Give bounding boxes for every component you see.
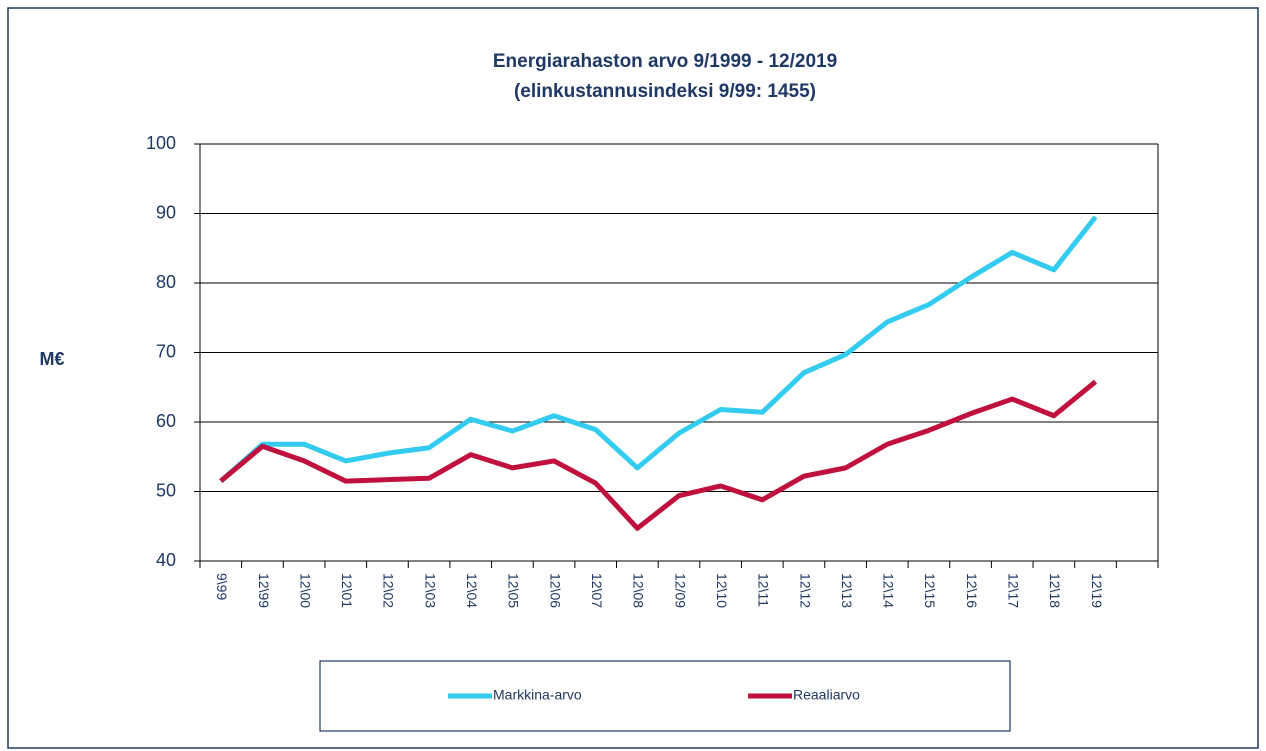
x-tick-label: 12\16 [964, 573, 980, 608]
x-tick-label: 12\02 [381, 573, 397, 608]
x-tick-label: 12\07 [589, 573, 605, 608]
x-tick-label: 12\99 [256, 573, 272, 608]
legend-label: Markkina-arvo [493, 687, 582, 703]
y-tick-label: 50 [156, 480, 176, 500]
legend-label: Reaaliarvo [793, 687, 860, 703]
x-tick-label: 12\12 [797, 573, 813, 608]
legend-box [319, 660, 1011, 732]
frame [7, 7, 1259, 749]
y-axis-label: M€ [39, 349, 64, 369]
y-tick-label: 80 [156, 272, 176, 292]
y-tick-label: 100 [146, 133, 176, 153]
x-tick-label: 12\10 [714, 573, 730, 608]
x-tick-label: 12\06 [547, 573, 563, 608]
x-tick-label: 12\03 [422, 573, 438, 608]
x-tick-label: 12\05 [506, 573, 522, 608]
x-tick-label: 12\19 [1089, 573, 1105, 608]
x-tick-label: 12\13 [839, 573, 855, 608]
x-tick-label: 9\99 [214, 573, 230, 600]
x-tick-label: 12\18 [1047, 573, 1063, 608]
line [219, 215, 1098, 483]
y-tick-label: 40 [156, 550, 176, 570]
x-tick-label: 12\01 [339, 573, 355, 608]
line [219, 379, 1098, 531]
x-tick-label: 12\17 [1006, 573, 1022, 608]
x-tick-label: 12\00 [297, 573, 313, 608]
x-tick-label: 12\15 [922, 573, 938, 608]
chart-subtitle: (elinkustannusindeksi 9/99: 1455) [514, 81, 816, 102]
y-tick-label: 70 [156, 341, 176, 361]
x-tick-label: 12\11 [756, 573, 772, 607]
y-tick-label: 60 [156, 411, 176, 431]
x-tick-label: 12/09 [672, 573, 688, 608]
x-tick-label: 12\14 [881, 573, 897, 608]
x-tick-label: 12\04 [464, 573, 480, 608]
x-tick-label: 12\08 [631, 573, 647, 608]
chart-title: Energiarahaston arvo 9/1999 - 12/2019 [493, 51, 837, 72]
y-tick-label: 90 [156, 202, 176, 222]
